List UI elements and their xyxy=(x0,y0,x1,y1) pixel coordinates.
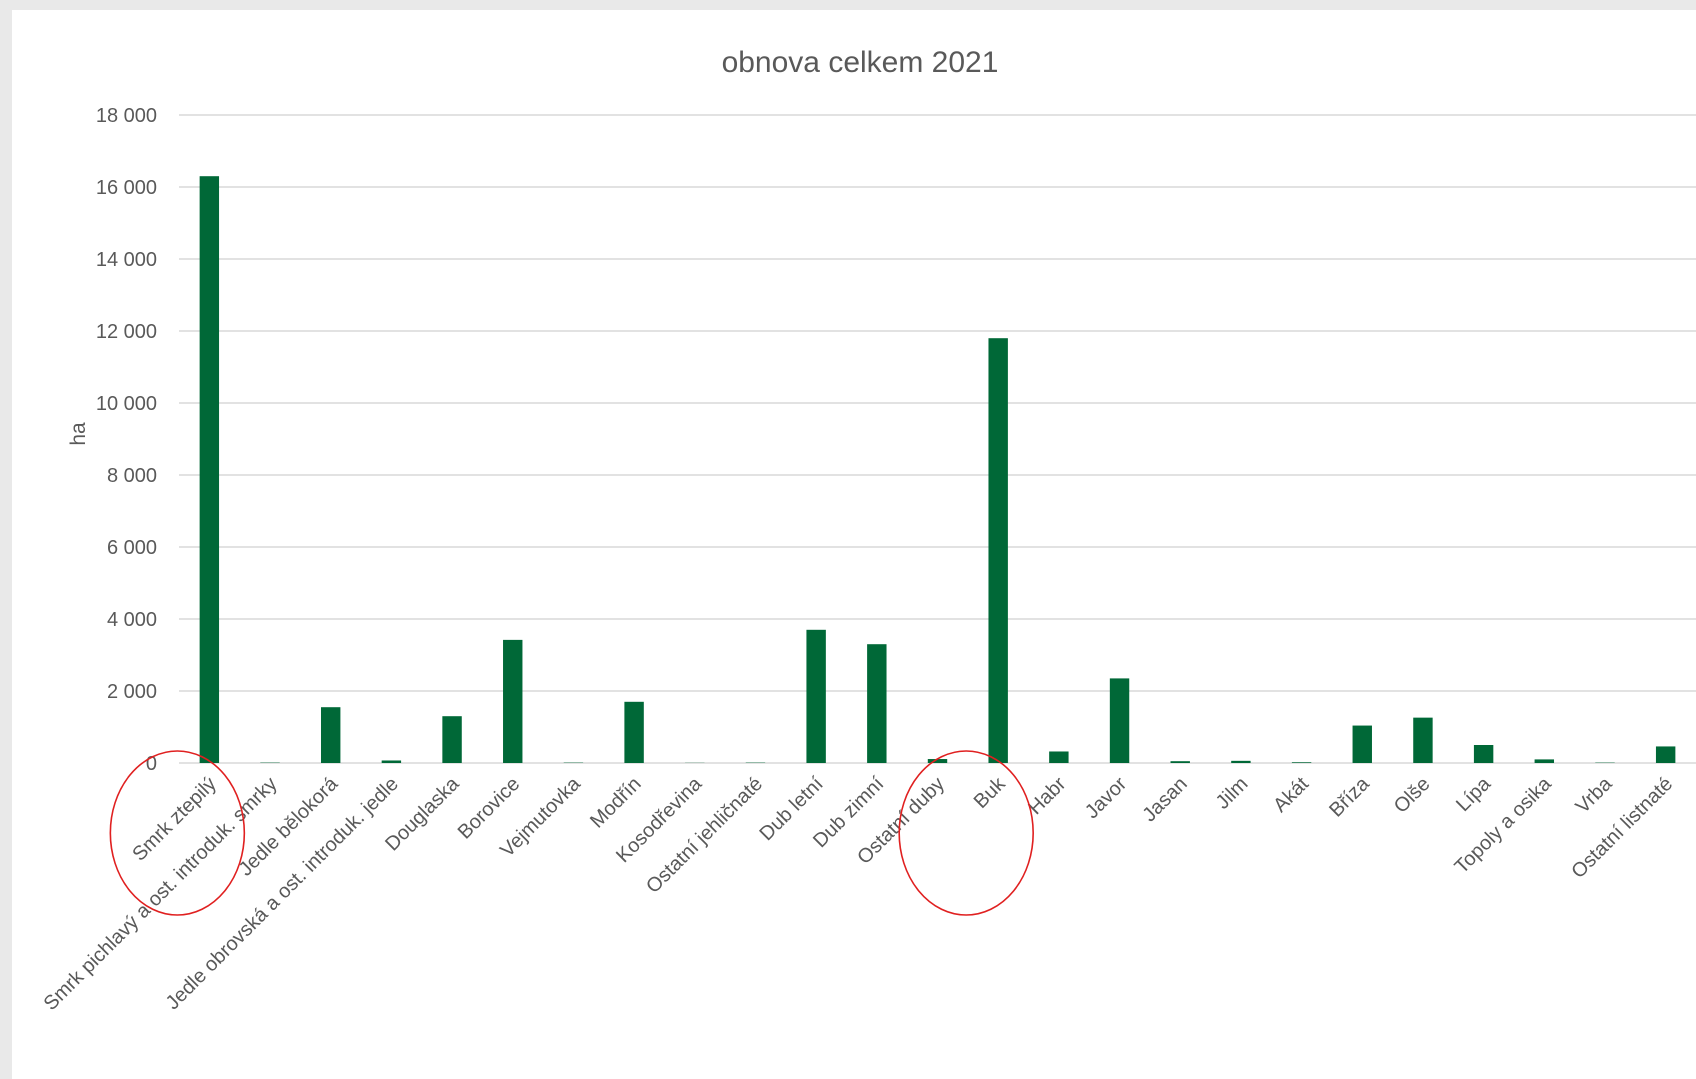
bar xyxy=(1291,762,1312,763)
gridlines xyxy=(179,114,1696,764)
y-tick-label: 10 000 xyxy=(96,393,157,415)
y-tick-label: 14 000 xyxy=(96,249,157,271)
bar xyxy=(381,760,402,763)
x-tick-label: Modřín xyxy=(586,773,646,833)
bar xyxy=(1109,678,1130,763)
bar xyxy=(806,629,826,763)
x-tick-label: Akát xyxy=(1269,773,1313,817)
annotation-circle xyxy=(898,750,1034,916)
y-axis-label: ha xyxy=(67,422,90,446)
bar xyxy=(199,176,220,763)
annotation-circle xyxy=(109,750,246,916)
bars xyxy=(199,176,1676,763)
y-tick-label: 8 000 xyxy=(107,465,157,487)
x-tick-label: Bříza xyxy=(1325,772,1374,821)
x-tick-label: Jasan xyxy=(1138,773,1191,826)
x-tick-label: Jilm xyxy=(1212,773,1253,814)
bar xyxy=(1231,760,1251,763)
bar xyxy=(1352,725,1372,763)
bar xyxy=(1655,746,1676,763)
bar-chart: obnova celkem 2021 ha 0 2 000 4 000 6 000 8 … xyxy=(40,46,1696,1015)
y-tick-label: 16 000 xyxy=(96,177,157,199)
x-tick-label: Javor xyxy=(1081,773,1131,823)
bar xyxy=(503,639,523,763)
bar xyxy=(927,759,948,763)
bar xyxy=(320,707,341,763)
y-tick-label: 12 000 xyxy=(96,321,157,343)
x-tick-label: Vrba xyxy=(1572,772,1618,818)
chart-panel: obnova celkem 2021 ha 0 2 000 4 000 6 000 8 … xyxy=(12,10,1696,1079)
bar xyxy=(1049,751,1069,763)
chart-title: obnova celkem 2021 xyxy=(722,46,999,79)
x-tick-label: Olše xyxy=(1390,773,1435,818)
bar xyxy=(442,716,462,763)
annotations xyxy=(109,750,1034,916)
x-tick-label: Ostatní jehličnaté xyxy=(642,773,767,898)
bar xyxy=(1413,717,1433,763)
x-tick-label: Smrk pichlavý a ost. introduk. smrky xyxy=(40,773,282,1015)
y-axis-ticks: 0 2 000 4 000 6 000 8 000 10 000 12 000 14 000 1… xyxy=(96,105,157,775)
x-tick-label: Buk xyxy=(970,772,1011,813)
y-tick-label: 0 xyxy=(146,753,157,775)
bar xyxy=(1534,759,1555,763)
bar xyxy=(624,701,644,763)
bar xyxy=(1170,761,1190,763)
x-tick-label: Lípa xyxy=(1452,772,1496,816)
y-tick-label: 2 000 xyxy=(107,681,157,703)
bar xyxy=(867,644,887,763)
bar xyxy=(988,338,1008,763)
bar xyxy=(1473,745,1494,763)
y-tick-label: 6 000 xyxy=(107,537,157,559)
y-tick-label: 18 000 xyxy=(96,105,157,127)
y-tick-label: 4 000 xyxy=(107,609,157,631)
